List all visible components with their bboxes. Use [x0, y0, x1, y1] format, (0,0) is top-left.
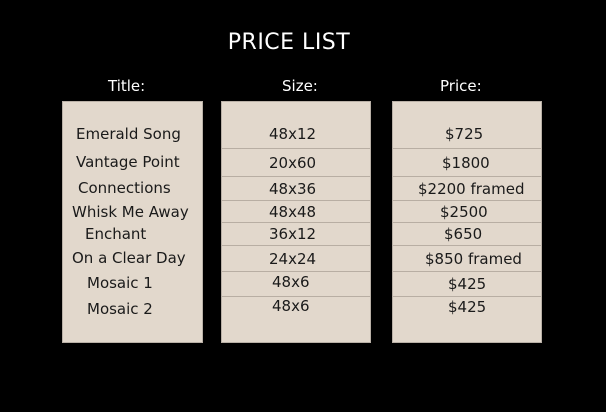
- table-row: $725: [393, 102, 541, 149]
- item-title: Whisk Me Away: [72, 203, 189, 221]
- item-title: On a Clear Day: [72, 249, 186, 267]
- item-size: 36x12: [269, 225, 317, 243]
- table-row: 48x6: [222, 297, 370, 323]
- title-column: Emerald Song Vantage Point Connections W…: [62, 101, 203, 343]
- table-row: 48x12: [222, 102, 370, 149]
- item-price: $1800: [442, 153, 490, 172]
- table-row: $2500: [393, 201, 541, 223]
- item-size: 48x6: [272, 273, 310, 291]
- list-item: Mosaic 2: [63, 296, 202, 322]
- table-row: $650: [393, 223, 541, 246]
- column-header-price: Price:: [440, 77, 482, 95]
- item-price: $725: [445, 125, 484, 143]
- item-title: Enchant: [85, 225, 147, 243]
- list-item: On a Clear Day: [63, 246, 202, 270]
- list-item: Connections: [63, 177, 202, 199]
- item-title: Mosaic 1: [87, 274, 153, 292]
- item-size: 48x6: [272, 297, 310, 315]
- item-size: 48x12: [269, 125, 317, 143]
- item-size: 48x48: [269, 202, 317, 221]
- table-row: 36x12: [222, 223, 370, 246]
- table-row: $2200 framed: [393, 177, 541, 201]
- item-title: Mosaic 2: [87, 300, 153, 318]
- table-row: 20x60: [222, 149, 370, 177]
- item-price: $850 framed: [425, 249, 522, 268]
- table-row: $425: [393, 272, 541, 297]
- table-row: 48x36: [222, 177, 370, 201]
- column-header-title: Title:: [108, 77, 146, 95]
- table-row: $1800: [393, 149, 541, 177]
- list-item: Vantage Point: [63, 149, 202, 175]
- size-column: 48x12 20x60 48x36 48x48 36x12 24x24 48x6…: [221, 101, 371, 343]
- list-item: Mosaic 1: [63, 271, 202, 295]
- list-item: Whisk Me Away: [63, 201, 202, 223]
- table-row: 24x24: [222, 246, 370, 272]
- item-price: $425: [448, 275, 487, 293]
- page-title: PRICE LIST: [227, 30, 351, 55]
- table-row: 48x6: [222, 272, 370, 297]
- item-size: 24x24: [269, 249, 317, 268]
- item-title: Vantage Point: [76, 153, 180, 171]
- table-row: $425: [393, 297, 541, 323]
- column-header-size: Size:: [282, 77, 318, 95]
- list-item: Enchant: [63, 223, 202, 245]
- table-row: 48x48: [222, 201, 370, 223]
- item-size: 48x36: [269, 179, 317, 198]
- item-price: $2500: [440, 202, 488, 221]
- item-price: $425: [448, 298, 487, 316]
- table-row: $850 framed: [393, 246, 541, 272]
- list-item: Emerald Song: [63, 121, 202, 147]
- item-price: $650: [444, 225, 483, 243]
- item-title: Emerald Song: [76, 125, 181, 143]
- item-size: 20x60: [269, 153, 317, 172]
- item-price: $2200 framed: [418, 179, 525, 198]
- item-title: Connections: [78, 179, 171, 197]
- price-column: $725 $1800 $2200 framed $2500 $650 $850 …: [392, 101, 542, 343]
